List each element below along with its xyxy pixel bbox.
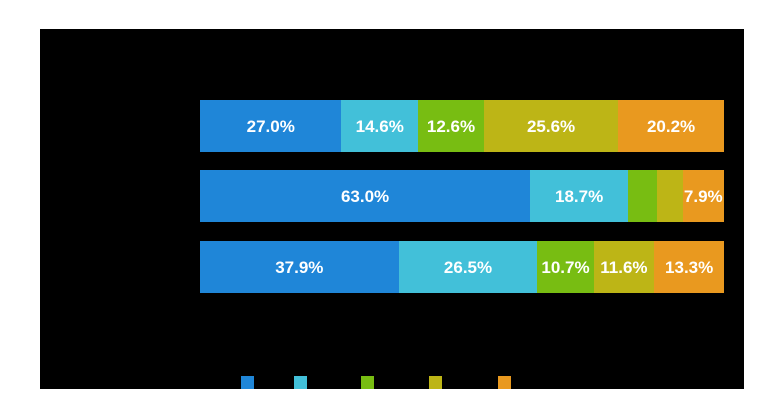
- bar-segment: 37.9%: [200, 241, 399, 293]
- bar-segment: 25.6%: [483, 100, 619, 152]
- bar-segment: [656, 170, 683, 222]
- bar-segment-label: 63.0%: [340, 186, 390, 206]
- legend-swatch: [294, 376, 307, 389]
- bar-segment-label: 27.0%: [246, 116, 295, 136]
- plot-area: 27.0% 14.6% 12.6% 25.6% 20.2% 63.0% 18.7% 7.9% 3…: [40, 29, 744, 389]
- legend-swatch: [241, 376, 254, 389]
- bar-segment-label: 26.5%: [443, 257, 493, 277]
- legend-swatch: [429, 376, 442, 389]
- bar-segment-label: 10.7%: [541, 257, 590, 277]
- bar-segment: 7.9%: [682, 170, 724, 222]
- bar-segment-label: 13.3%: [665, 257, 714, 277]
- bar-segment: 12.6%: [417, 100, 484, 152]
- bar-segment: 13.3%: [654, 241, 724, 293]
- bar-segment: 11.6%: [593, 241, 655, 293]
- bar-row: 27.0% 14.6% 12.6% 25.6% 20.2%: [200, 100, 724, 152]
- legend-swatch: [361, 376, 374, 389]
- bar-segment-label: 7.9%: [683, 186, 723, 206]
- bar-segment: 18.7%: [530, 170, 629, 222]
- bar-row: 63.0% 18.7% 7.9%: [200, 170, 724, 222]
- bar-segment-label: 25.6%: [526, 116, 576, 136]
- bar-segment-label: 20.2%: [646, 116, 696, 136]
- bar-segment-label: 18.7%: [555, 186, 604, 206]
- bar-segment: 20.2%: [618, 100, 724, 152]
- bar-row: 37.9% 26.5% 10.7% 11.6% 13.3%: [200, 241, 724, 293]
- bar-segment: 63.0%: [200, 170, 531, 222]
- legend-swatch: [498, 376, 511, 389]
- bar-segment-label: 11.6%: [600, 257, 648, 277]
- bar-segment: 14.6%: [341, 100, 418, 152]
- bar-segment-label: 14.6%: [355, 116, 404, 136]
- bar-segment: 10.7%: [537, 241, 594, 293]
- bar-segment: 26.5%: [398, 241, 538, 293]
- bar-segment-label: 12.6%: [426, 116, 476, 136]
- bar-segment-label: 37.9%: [275, 257, 324, 277]
- bar-segment: 27.0%: [200, 100, 342, 152]
- bar-segment: [628, 170, 657, 222]
